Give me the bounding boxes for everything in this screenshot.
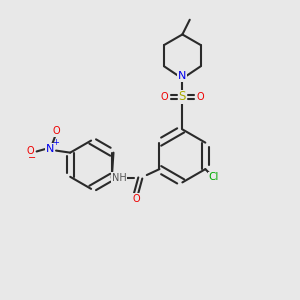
Text: O: O <box>132 194 140 204</box>
Text: Cl: Cl <box>208 172 219 182</box>
Text: O: O <box>197 92 205 102</box>
Text: S: S <box>179 91 186 103</box>
Text: N: N <box>46 144 54 154</box>
Text: NH: NH <box>112 173 127 183</box>
Text: N: N <box>178 71 187 81</box>
Text: −: − <box>28 153 36 163</box>
Text: O: O <box>160 92 168 102</box>
Text: O: O <box>26 146 34 157</box>
Text: +: + <box>52 138 59 147</box>
Text: O: O <box>52 126 60 136</box>
